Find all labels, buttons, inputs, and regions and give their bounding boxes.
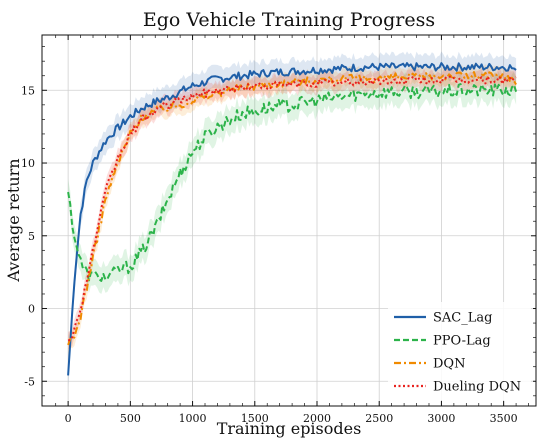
legend: SAC_Lag PPO-Lag DQN Dueling DQN <box>388 302 533 400</box>
y-tick-label: 15 <box>21 84 35 97</box>
band-ppo-lag <box>68 71 517 294</box>
x-tick-label: 500 <box>120 412 141 425</box>
legend-label: DQN <box>433 357 465 372</box>
series-line-dueling-dqn <box>67 75 517 342</box>
y-tick-label: 5 <box>28 230 35 243</box>
legend-box <box>388 302 533 400</box>
x-tick-label: 3000 <box>427 412 455 425</box>
legend-label: PPO-Lag <box>433 334 491 349</box>
y-tick-label: 0 <box>28 303 35 316</box>
x-axis-label: Training episodes <box>217 419 362 438</box>
x-tick-label: 2000 <box>303 412 331 425</box>
y-tick-label: -5 <box>24 375 35 388</box>
x-tick-label: 1000 <box>179 412 207 425</box>
legend-label: SAC_Lag <box>433 311 492 326</box>
legend-label: Dueling DQN <box>433 380 521 395</box>
x-tick-label: 1500 <box>241 412 269 425</box>
chart-title: Ego Vehicle Training Progress <box>143 9 435 31</box>
x-tick-label: 3500 <box>490 412 518 425</box>
y-axis-label: Average return <box>4 158 23 282</box>
confidence-bands <box>68 51 517 388</box>
plot-frame <box>41 34 537 407</box>
series-lines <box>67 62 518 376</box>
series-line-ppo-lag <box>67 83 518 282</box>
axis-ticks: 0 500 1000 1500 2000 2500 3000 3500 -5 0 5 10 15 <box>21 35 536 425</box>
x-tick-label: 2500 <box>365 412 393 425</box>
series-line-dqn <box>67 71 517 346</box>
y-tick-label: 10 <box>21 157 35 170</box>
series-line-sac-lag <box>67 62 517 376</box>
x-tick-label: 0 <box>65 412 72 425</box>
